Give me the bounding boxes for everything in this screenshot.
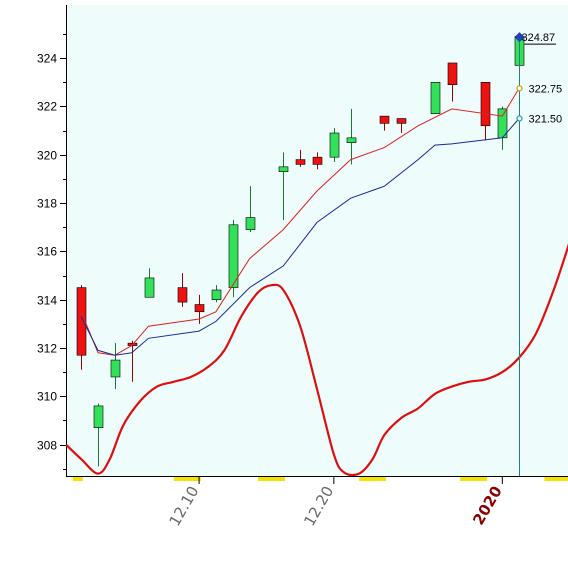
candle [346, 108, 357, 165]
highlight-band [258, 476, 285, 481]
price-label: 321.50 [516, 114, 563, 126]
candle-body [177, 287, 188, 303]
candle [379, 115, 390, 131]
price-marker-dot [516, 115, 523, 122]
y-tick-label: 308 [37, 439, 57, 453]
price-marker-diamond [514, 32, 525, 43]
candle-body [346, 137, 357, 143]
candle-body [447, 62, 458, 86]
y-tick-label: 310 [37, 390, 57, 404]
candle-body [110, 359, 121, 378]
price-marker-dot [516, 85, 523, 92]
candle [228, 219, 239, 298]
y-tick-label: 318 [37, 197, 57, 211]
candle [480, 81, 491, 141]
candle [177, 273, 188, 307]
candle-body [228, 224, 239, 288]
y-tick-label: 322 [37, 100, 57, 114]
x-tick-label: 12.10 [165, 483, 202, 529]
candle-body [312, 156, 323, 165]
highlight-band [72, 476, 83, 481]
price-label: 322.75 [516, 83, 563, 95]
y-tick-label: 316 [37, 245, 57, 259]
candle [76, 285, 87, 370]
candle-body [245, 217, 256, 230]
candle-body [379, 115, 390, 124]
candle-body [278, 166, 289, 172]
price-labels: 324.87 322.75 321.50 [514, 32, 563, 126]
candle [396, 118, 407, 134]
candle-body [211, 289, 222, 300]
candle-body [480, 81, 491, 127]
moving-average-blue [80, 118, 520, 356]
highlight-band [460, 476, 488, 481]
x-tick-label: 2020 [469, 483, 505, 528]
y-tick-label: 324 [37, 52, 57, 66]
candle [329, 128, 340, 162]
candle [211, 285, 222, 303]
candle [110, 343, 121, 390]
candle-body [76, 287, 87, 356]
plot-background [66, 5, 568, 476]
y-tick-label: 320 [37, 149, 57, 163]
candle [430, 81, 441, 114]
price-label-text: 324.87 [522, 32, 556, 44]
y-tick-label: 312 [37, 342, 57, 356]
x-axis: 12.10 12.20 2020 [66, 476, 568, 529]
price-label-text: 322.75 [529, 83, 563, 95]
candle [295, 149, 306, 167]
candle-body [194, 304, 205, 313]
candle [245, 186, 256, 233]
price-label: 324.87 [514, 32, 556, 45]
y-tick-label: 314 [37, 294, 57, 308]
highlight-bands [72, 476, 568, 481]
moving-average-lines [80, 88, 520, 356]
price-label-text: 321.50 [529, 114, 563, 126]
candle-body [93, 405, 104, 428]
candle [144, 268, 155, 298]
candle [447, 62, 458, 102]
candle [312, 152, 323, 170]
candle-body [295, 159, 306, 165]
candle-body [396, 118, 407, 124]
y-axis: 308 310 312 314 316 318 320 322 324 [37, 5, 67, 476]
candle-body [144, 277, 155, 298]
candle-body [430, 81, 441, 114]
candle [93, 403, 104, 467]
candle-body [329, 132, 340, 158]
highlight-band [173, 476, 201, 481]
candle [278, 152, 289, 220]
highlight-band [544, 476, 568, 481]
highlight-band [359, 476, 387, 481]
x-tick-label: 12.20 [300, 483, 337, 529]
moving-average-red [80, 88, 520, 356]
